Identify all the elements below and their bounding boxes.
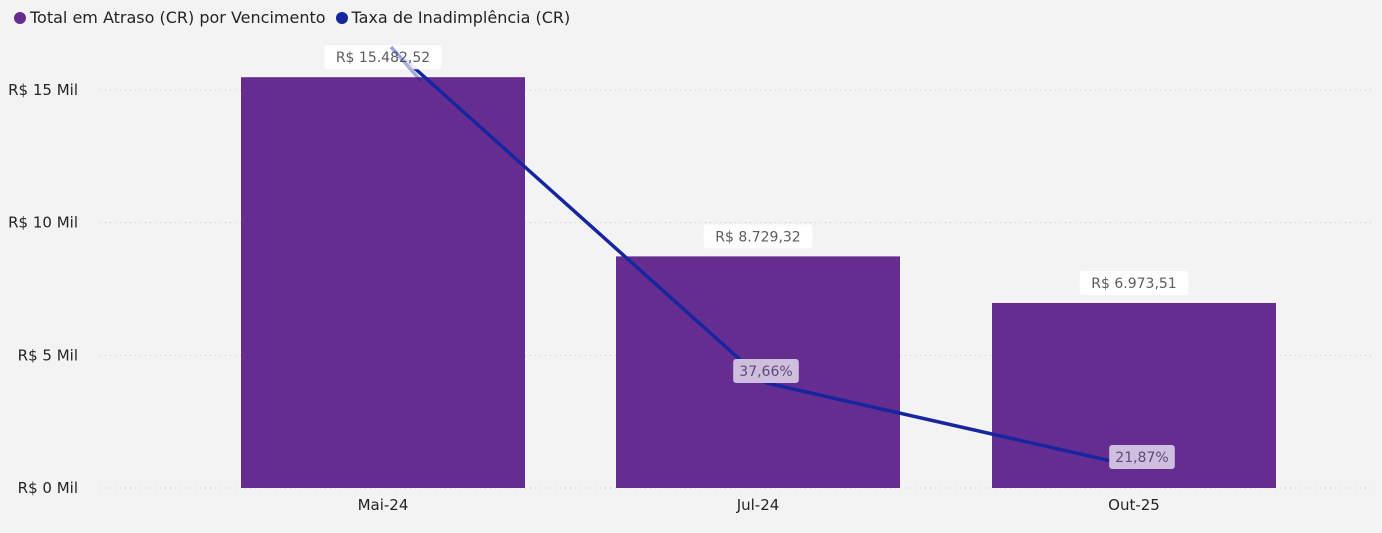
bar-data-label: R$ 6.973,51	[1091, 276, 1176, 292]
legend-swatch-line	[335, 11, 348, 24]
legend-item-bar-series[interactable]: Total em Atraso (CR) por Vencimento	[14, 8, 326, 27]
bar	[241, 77, 525, 488]
line-data-label: 37,66%	[739, 364, 792, 380]
line-data-label-bg	[1109, 445, 1175, 469]
y-tick-label: R$ 0 Mil	[18, 479, 78, 497]
legend: Total em Atraso (CR) por Vencimento Taxa…	[14, 8, 570, 27]
legend-label-line: Taxa de Inadimplência (CR)	[351, 8, 571, 27]
bar-data-label: R$ 8.729,32	[715, 229, 800, 245]
y-tick-label: R$ 5 Mil	[18, 346, 78, 364]
y-tick-label: R$ 15 Mil	[8, 81, 78, 99]
x-tick-label: Out-25	[1108, 496, 1160, 514]
bar-data-label-bg	[1079, 270, 1189, 295]
legend-label-bar: Total em Atraso (CR) por Vencimento	[30, 8, 326, 27]
line-data-label: 21,87%	[1115, 450, 1168, 466]
legend-swatch-bar	[14, 11, 26, 24]
y-tick-label: R$ 10 Mil	[8, 214, 78, 232]
line-overlay	[389, 45, 423, 83]
line-data-label-bg	[733, 359, 799, 383]
bar-data-label: R$ 15.482,52	[336, 50, 430, 66]
bar-data-label-bg	[703, 224, 813, 249]
x-tick-label: Jul-24	[736, 496, 780, 514]
x-tick-label: Mai-24	[358, 496, 409, 514]
bar-data-label-bg	[324, 45, 442, 70]
legend-item-line-series[interactable]: Taxa de Inadimplência (CR)	[335, 8, 571, 27]
